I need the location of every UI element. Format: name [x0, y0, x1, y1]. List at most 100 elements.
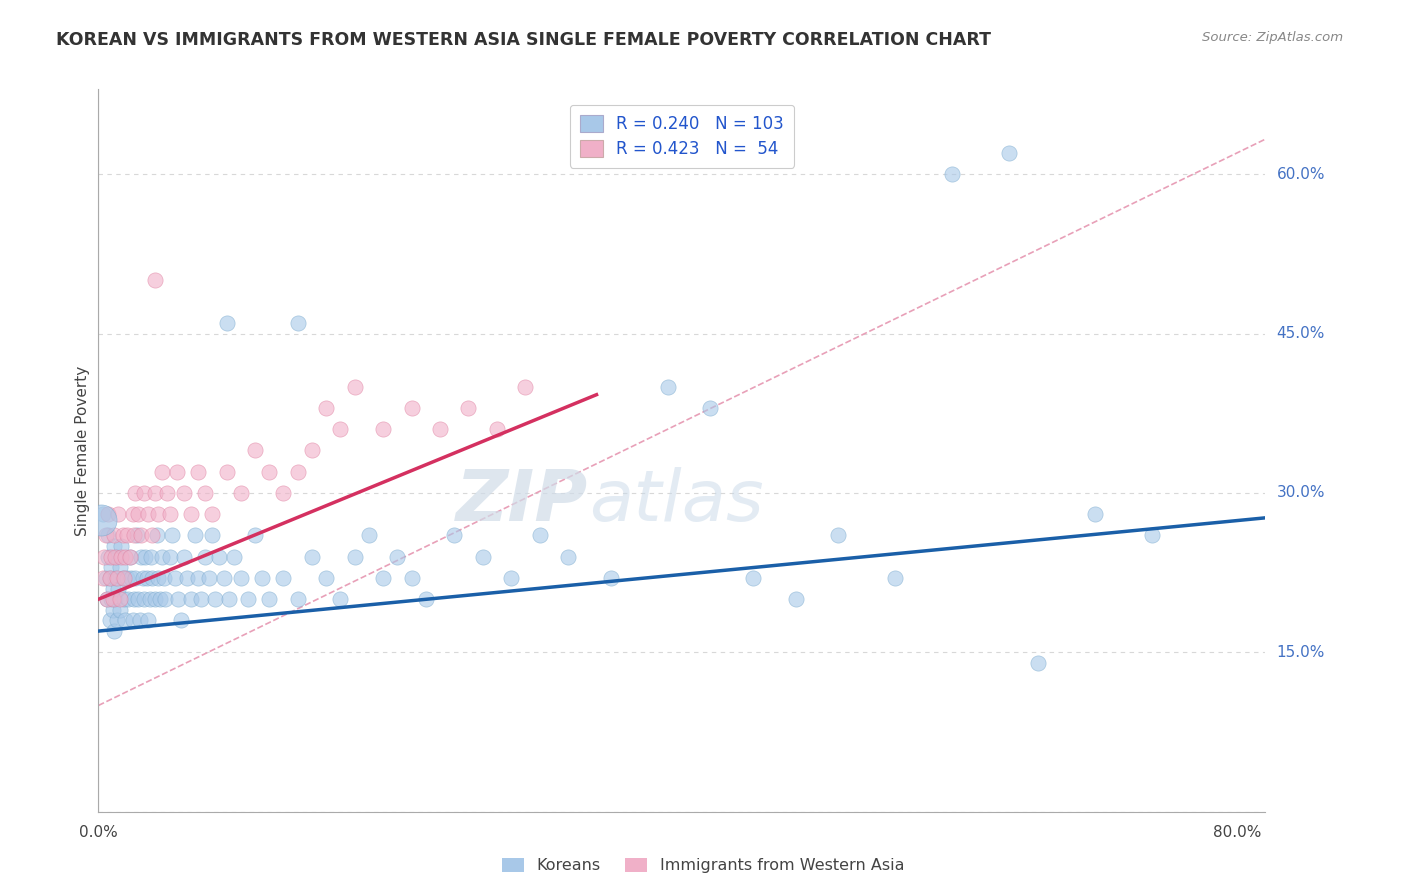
Point: [301, 443, 323, 458]
Point: [127, 592, 149, 607]
Point: [343, 549, 366, 564]
Point: [110, 539, 132, 553]
Point: [148, 507, 170, 521]
Point: [557, 549, 579, 564]
Point: [167, 592, 190, 607]
Point: [94, 528, 117, 542]
Point: [94, 571, 117, 585]
Point: [112, 592, 135, 607]
Point: [180, 592, 202, 607]
Point: [141, 528, 163, 542]
Text: Source: ZipAtlas.com: Source: ZipAtlas.com: [1202, 31, 1343, 45]
Point: [91, 571, 114, 585]
Point: [143, 273, 166, 287]
Point: [250, 571, 273, 585]
Point: [443, 528, 465, 542]
Point: [105, 571, 128, 585]
Point: [998, 145, 1021, 160]
Point: [146, 528, 169, 542]
Point: [155, 592, 177, 607]
Point: [111, 571, 134, 585]
Point: [287, 465, 309, 479]
Text: 15.0%: 15.0%: [1277, 645, 1324, 660]
Point: [149, 592, 172, 607]
Point: [162, 528, 184, 542]
Point: [100, 592, 122, 607]
Point: [100, 549, 122, 564]
Point: [329, 592, 352, 607]
Point: [273, 486, 295, 500]
Point: [98, 571, 121, 585]
Point: [101, 603, 124, 617]
Point: [657, 380, 679, 394]
Point: [98, 571, 121, 585]
Point: [114, 614, 136, 628]
Point: [136, 614, 159, 628]
Point: [90, 512, 112, 526]
Point: [129, 549, 152, 564]
Point: [97, 528, 120, 542]
Point: [401, 401, 423, 415]
Point: [287, 592, 309, 607]
Point: [120, 571, 142, 585]
Point: [98, 614, 121, 628]
Point: [257, 465, 280, 479]
Point: [103, 624, 125, 639]
Point: [194, 549, 217, 564]
Point: [124, 571, 146, 585]
Point: [180, 507, 202, 521]
Point: [194, 486, 217, 500]
Point: [108, 592, 131, 607]
Point: [139, 549, 162, 564]
Text: 45.0%: 45.0%: [1277, 326, 1324, 341]
Text: 60.0%: 60.0%: [1277, 167, 1324, 182]
Point: [301, 549, 323, 564]
Point: [118, 549, 141, 564]
Point: [141, 571, 163, 585]
Point: [122, 528, 145, 542]
Point: [1140, 528, 1163, 542]
Point: [357, 528, 380, 542]
Point: [91, 507, 114, 521]
Point: [257, 592, 280, 607]
Point: [128, 614, 150, 628]
Point: [173, 486, 195, 500]
Point: [329, 422, 352, 436]
Point: [143, 592, 166, 607]
Point: [827, 528, 849, 542]
Point: [96, 592, 118, 607]
Point: [108, 560, 131, 574]
Point: [135, 571, 157, 585]
Point: [273, 571, 295, 585]
Text: ZIP: ZIP: [457, 467, 589, 535]
Point: [176, 571, 198, 585]
Point: [187, 465, 209, 479]
Point: [100, 560, 122, 574]
Point: [243, 443, 266, 458]
Point: [529, 528, 551, 542]
Point: [699, 401, 721, 415]
Point: [110, 549, 132, 564]
Text: atlas: atlas: [589, 467, 763, 535]
Point: [104, 549, 127, 564]
Point: [457, 401, 479, 415]
Point: [107, 507, 129, 521]
Point: [148, 571, 170, 585]
Point: [152, 549, 174, 564]
Point: [93, 549, 115, 564]
Point: [742, 571, 765, 585]
Point: [287, 316, 309, 330]
Point: [121, 507, 143, 521]
Point: [156, 486, 179, 500]
Point: [170, 614, 193, 628]
Point: [387, 549, 409, 564]
Point: [159, 507, 181, 521]
Point: [599, 571, 621, 585]
Point: [401, 571, 423, 585]
Point: [104, 592, 127, 607]
Point: [115, 571, 138, 585]
Point: [229, 571, 252, 585]
Point: [122, 592, 145, 607]
Point: [315, 401, 337, 415]
Point: [208, 549, 231, 564]
